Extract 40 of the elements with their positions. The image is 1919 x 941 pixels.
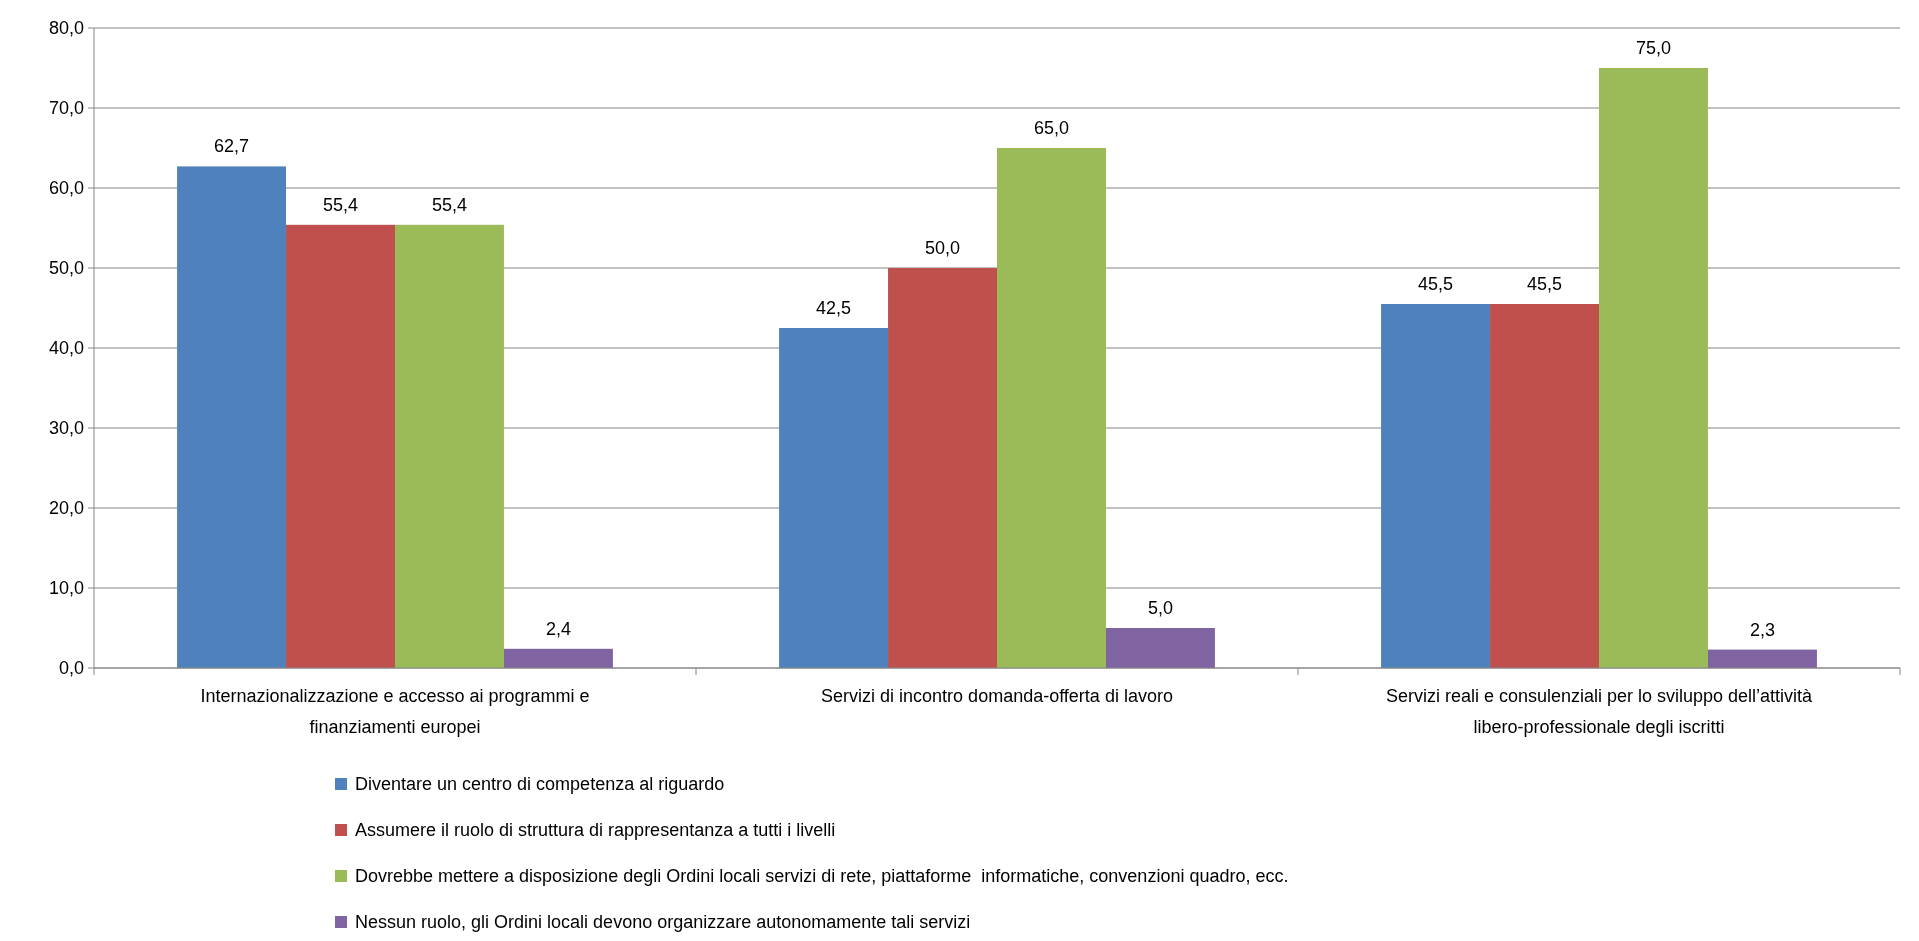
bar — [286, 224, 395, 668]
legend-label: Nessun ruolo, gli Ordini locali devono organizzare autonomamente tali servizi — [355, 912, 971, 933]
y-tick-label: 40,0 — [48, 338, 84, 359]
x-tick-label: Servizi reali e consulenziali per lo sviluppo dell’attività libero-professionale degli iscritti — [1385, 686, 1814, 737]
data-label: 2,4 — [545, 618, 571, 639]
y-tick-label: 60,0 — [48, 178, 84, 199]
y-tick-label: 10,0 — [48, 578, 84, 599]
bar — [1707, 649, 1817, 668]
data-label: 42,5 — [816, 298, 852, 318]
bar — [779, 328, 889, 668]
data-label: 45,5 — [1527, 274, 1563, 294]
data-label: 5,0 — [1147, 598, 1173, 618]
y-tick-label: 80,0 — [48, 18, 84, 39]
data-label: 2,3 — [1749, 619, 1775, 640]
bar — [888, 268, 997, 668]
y-tick-label: 30,0 — [48, 418, 84, 439]
data-label: 50,0 — [925, 238, 961, 258]
x-tick-label: Servizi di incontro domanda-offerta di lavoro — [821, 686, 1173, 706]
bar — [1381, 304, 1491, 668]
y-tick-label: 20,0 — [48, 498, 84, 519]
bar — [1105, 628, 1215, 668]
legend-label: Dovrebbe mettere a disposizione degli Ordini locali servizi di rete, piattaforme informatiche, convenzioni quadro, ecc. — [355, 866, 1289, 887]
y-tick-label: 70,0 — [48, 98, 84, 119]
x-tick-label: Internazionalizzazione e accesso ai programmi e finanziamenti europei — [200, 686, 590, 737]
legend-label: Assumere il ruolo di struttura di rappresentanza a tutti i livelli — [355, 820, 836, 841]
bar — [1490, 304, 1599, 668]
bar — [1599, 68, 1708, 668]
data-label: 45,5 — [1418, 274, 1454, 294]
y-tick-label: 50,0 — [48, 258, 84, 279]
data-label: 65,0 — [1033, 118, 1069, 138]
data-label: 55,4 — [431, 194, 467, 215]
legend-label: Diventare un centro di competenza al riguardo — [355, 774, 725, 795]
bar — [997, 148, 1106, 668]
bar — [177, 166, 287, 668]
bar — [503, 648, 613, 668]
y-tick-label: 0,0 — [58, 658, 84, 679]
bar — [395, 224, 504, 668]
data-label: 62,7 — [214, 136, 250, 157]
data-label: 75,0 — [1635, 38, 1671, 58]
data-label: 55,4 — [323, 194, 359, 215]
